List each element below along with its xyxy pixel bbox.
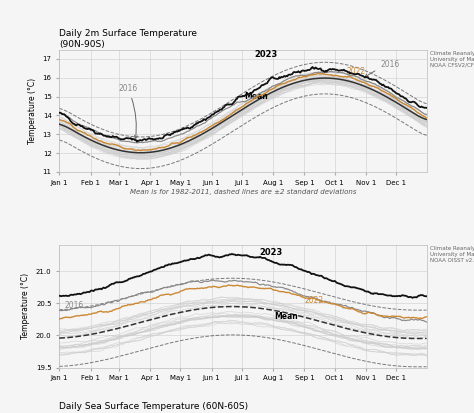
Text: Mean: Mean — [244, 92, 268, 101]
Text: 2023: 2023 — [259, 248, 283, 257]
Text: 2016: 2016 — [118, 84, 137, 139]
Y-axis label: Temperature (°C): Temperature (°C) — [21, 273, 30, 339]
Text: Mean: Mean — [274, 312, 298, 321]
Text: 2022: 2022 — [347, 66, 366, 76]
Text: Climate Reanalyzer,
University of Maine
NOAA OISST v2.1: Climate Reanalyzer, University of Maine … — [430, 247, 474, 263]
Y-axis label: Temperature (°C): Temperature (°C) — [28, 78, 37, 144]
Text: Daily Sea Surface Temperature (60N-60S): Daily Sea Surface Temperature (60N-60S) — [59, 402, 248, 411]
Text: Daily 2m Surface Temperature
(90N-90S): Daily 2m Surface Temperature (90N-90S) — [59, 29, 197, 49]
Text: Mean is for 1982-2011, dashed lines are ±2 standard deviations: Mean is for 1982-2011, dashed lines are … — [130, 189, 356, 195]
Text: 2016: 2016 — [64, 301, 83, 310]
Text: 2023: 2023 — [254, 50, 277, 59]
Text: 2016: 2016 — [365, 60, 400, 77]
Text: 2022: 2022 — [304, 296, 324, 305]
Text: Climate Reanalyzer,
University of Maine
NOAA CFSV2/CFSR: Climate Reanalyzer, University of Maine … — [430, 51, 474, 67]
